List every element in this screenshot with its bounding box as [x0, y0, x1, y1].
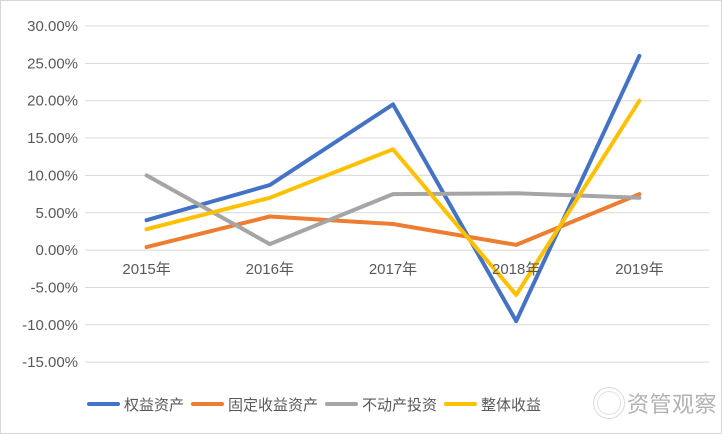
- x-axis-category-label: 2018年: [492, 261, 540, 278]
- y-axis-tick-label: 0.00%: [35, 242, 78, 259]
- legend-color-dash: [444, 401, 478, 407]
- legend-label: 权益资产: [124, 396, 185, 414]
- y-axis-tick-label: -5.00%: [30, 279, 78, 296]
- legend-label: 不动产投资: [362, 396, 438, 414]
- x-axis-category-label: 2015年: [122, 261, 170, 278]
- legend-color-dash: [191, 401, 225, 407]
- y-axis-tick-label: 5.00%: [35, 205, 78, 222]
- series-line-权益资产: [144, 53, 642, 324]
- legend-item-不动产投资: 不动产投资: [325, 394, 439, 415]
- legend-item-整体收益: 整体收益: [444, 394, 543, 415]
- y-axis-tick-label: -10.00%: [22, 317, 78, 334]
- y-axis-tick-label: 25.00%: [27, 55, 78, 72]
- legend-item-权益资产: 权益资产: [87, 394, 186, 415]
- series-line-整体收益: [144, 98, 642, 297]
- y-axis-tick-label: 20.00%: [27, 93, 78, 110]
- x-axis-category-label: 2016年: [246, 261, 294, 278]
- legend-label: 整体收益: [481, 396, 542, 414]
- y-axis-tick-label: -15.00%: [22, 354, 78, 371]
- y-axis-tick-label: 30.00%: [27, 18, 78, 35]
- legend-item-固定收益资产: 固定收益资产: [191, 394, 320, 415]
- series-line-不动产投资: [144, 173, 642, 247]
- y-axis-tick-label: 10.00%: [27, 167, 78, 184]
- legend-color-dash: [87, 401, 120, 407]
- x-axis-category-label: 2019年: [615, 261, 663, 278]
- chart-legend: 权益资产 固定收益资产 不动产投资 整体收益: [87, 394, 548, 414]
- y-axis-tick-label: 15.00%: [27, 130, 78, 147]
- legend-color-dash: [325, 401, 359, 407]
- legend-label: 固定收益资产: [228, 396, 319, 414]
- x-axis-category-label: 2017年: [369, 261, 417, 278]
